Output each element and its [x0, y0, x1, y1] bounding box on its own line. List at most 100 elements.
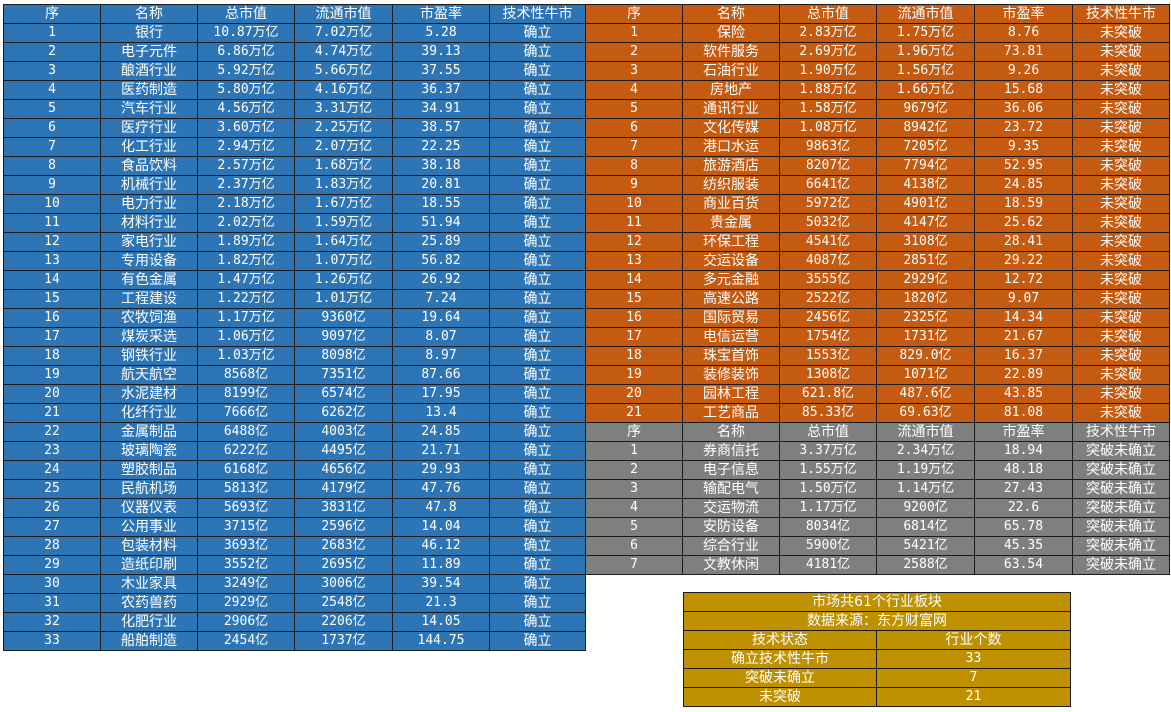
- cell-industry-name: 商业百货: [682, 194, 780, 214]
- cell-index: 33: [3, 631, 101, 651]
- cell-float-cap: 6262亿: [294, 403, 393, 423]
- header-total-cap: 总市值: [779, 422, 877, 442]
- cell-bull-status: 突破未确立: [1072, 517, 1170, 537]
- cell-industry-name: 水泥建材: [100, 384, 198, 404]
- header-name: 名称: [682, 422, 780, 442]
- cell-float-cap: 1071亿: [876, 365, 975, 385]
- cell-bull-status: 未突破: [1072, 23, 1170, 43]
- cell-float-cap: 4901亿: [876, 194, 975, 214]
- cell-index: 5: [585, 99, 683, 119]
- cell-index: 1: [585, 441, 683, 461]
- cell-pe: 36.37: [392, 80, 490, 100]
- cell-industry-name: 通讯行业: [682, 99, 780, 119]
- cell-pe: 23.72: [974, 118, 1073, 138]
- cell-bull-status: 确立: [489, 80, 586, 100]
- cell-float-cap: 1731亿: [876, 327, 975, 347]
- header-float-cap: 流通市值: [876, 4, 975, 24]
- header-name: 名称: [682, 4, 780, 24]
- cell-float-cap: 2548亿: [294, 593, 393, 613]
- table-row: 31 农药兽药 2929亿 2548亿 21.3 确立: [3, 593, 586, 613]
- cell-total-cap: 1.82万亿: [197, 251, 295, 271]
- cell-pe: 15.68: [974, 80, 1073, 100]
- cell-pe: 7.24: [392, 289, 490, 309]
- cell-pe: 48.18: [974, 460, 1073, 480]
- cell-pe: 22.89: [974, 365, 1073, 385]
- cell-index: 17: [585, 327, 683, 347]
- cell-industry-name: 食品饮料: [100, 156, 198, 176]
- cell-total-cap: 3.37万亿: [779, 441, 877, 461]
- cell-pe: 25.62: [974, 213, 1073, 233]
- cell-float-cap: 3108亿: [876, 232, 975, 252]
- cell-pe: 52.95: [974, 156, 1073, 176]
- cell-index: 31: [3, 593, 101, 613]
- cell-index: 15: [585, 289, 683, 309]
- cell-bull-status: 未突破: [1072, 175, 1170, 195]
- header-index: 序: [585, 422, 683, 442]
- cell-total-cap: 1.08万亿: [779, 118, 877, 138]
- cell-pe: 29.22: [974, 251, 1073, 271]
- cell-industry-name: 工艺商品: [682, 403, 780, 423]
- summary-count: 7: [876, 668, 1071, 688]
- cell-pe: 19.64: [392, 308, 490, 328]
- cell-bull-status: 确立: [489, 555, 586, 575]
- cell-index: 16: [585, 308, 683, 328]
- cell-bull-status: 确立: [489, 422, 586, 442]
- cell-bull-status: 确立: [489, 346, 586, 366]
- cell-index: 6: [585, 536, 683, 556]
- cell-float-cap: 8942亿: [876, 118, 975, 138]
- table-row: 2 电子信息 1.55万亿 1.19万亿 48.18 突破未确立: [585, 460, 1170, 480]
- cell-bull-status: 未突破: [1072, 156, 1170, 176]
- cell-total-cap: 7666亿: [197, 403, 295, 423]
- cell-industry-name: 券商信托: [682, 441, 780, 461]
- table-row: 23 玻璃陶瓷 6222亿 4495亿 21.71 确立: [3, 441, 586, 461]
- cell-index: 10: [3, 194, 101, 214]
- cell-bull-status: 突破未确立: [1072, 536, 1170, 556]
- cell-pe: 26.92: [392, 270, 490, 290]
- cell-industry-name: 专用设备: [100, 251, 198, 271]
- cell-pe: 24.85: [392, 422, 490, 442]
- cell-industry-name: 农牧饲渔: [100, 308, 198, 328]
- cell-index: 30: [3, 574, 101, 594]
- table-row: 18 珠宝首饰 1553亿 829.0亿 16.37 未突破: [585, 346, 1170, 366]
- cell-float-cap: 2.07万亿: [294, 137, 393, 157]
- cell-industry-name: 多元金融: [682, 270, 780, 290]
- cell-pe: 12.72: [974, 270, 1073, 290]
- cell-bull-status: 突破未确立: [1072, 498, 1170, 518]
- cell-industry-name: 交运设备: [682, 251, 780, 271]
- confirmed-bull-table: 序 名称 总市值 流通市值 市盈率 技术性牛市 1 银行 10.87万亿 7.02万亿…: [3, 4, 586, 651]
- cell-float-cap: 1.66万亿: [876, 80, 975, 100]
- cell-bull-status: 确立: [489, 156, 586, 176]
- cell-float-cap: 4003亿: [294, 422, 393, 442]
- table-row: 2 软件服务 2.69万亿 1.96万亿 73.81 未突破: [585, 42, 1170, 62]
- table-row: 12 家电行业 1.89万亿 1.64万亿 25.89 确立: [3, 232, 586, 252]
- cell-total-cap: 6641亿: [779, 175, 877, 195]
- table-row: 17 煤炭采选 1.06万亿 9097亿 8.07 确立: [3, 327, 586, 347]
- cell-float-cap: 6574亿: [294, 384, 393, 404]
- table-row: 7 港口水运 9863亿 7205亿 9.35 未突破: [585, 137, 1170, 157]
- cell-total-cap: 1.17万亿: [779, 498, 877, 518]
- cell-bull-status: 未突破: [1072, 384, 1170, 404]
- cell-industry-name: 文化传媒: [682, 118, 780, 138]
- cell-pe: 81.08: [974, 403, 1073, 423]
- cell-industry-name: 高速公路: [682, 289, 780, 309]
- cell-index: 26: [3, 498, 101, 518]
- cell-pe: 18.55: [392, 194, 490, 214]
- cell-index: 2: [585, 460, 683, 480]
- cell-industry-name: 木业家具: [100, 574, 198, 594]
- table-body: 1 保险 2.83万亿 1.75万亿 8.76 未突破 2 软件服务 2.69万亿 1.96万亿 7…: [585, 23, 1170, 423]
- cell-industry-name: 民航机场: [100, 479, 198, 499]
- cell-index: 15: [3, 289, 101, 309]
- cell-pe: 51.94: [392, 213, 490, 233]
- cell-total-cap: 6222亿: [197, 441, 295, 461]
- cell-pe: 28.41: [974, 232, 1073, 252]
- table-row: 6 文化传媒 1.08万亿 8942亿 23.72 未突破: [585, 118, 1170, 138]
- table-body: 1 券商信托 3.37万亿 2.34万亿 18.94 突破未确立 2 电子信息 1.55万亿 1.…: [585, 441, 1170, 575]
- table-row: 27 公用事业 3715亿 2596亿 14.04 确立: [3, 517, 586, 537]
- cell-total-cap: 1.55万亿: [779, 460, 877, 480]
- cell-industry-name: 文教休闲: [682, 555, 780, 575]
- cell-bull-status: 未突破: [1072, 99, 1170, 119]
- cell-pe: 144.75: [392, 631, 490, 651]
- cell-float-cap: 2588亿: [876, 555, 975, 575]
- cell-industry-name: 珠宝首饰: [682, 346, 780, 366]
- cell-industry-name: 造纸印刷: [100, 555, 198, 575]
